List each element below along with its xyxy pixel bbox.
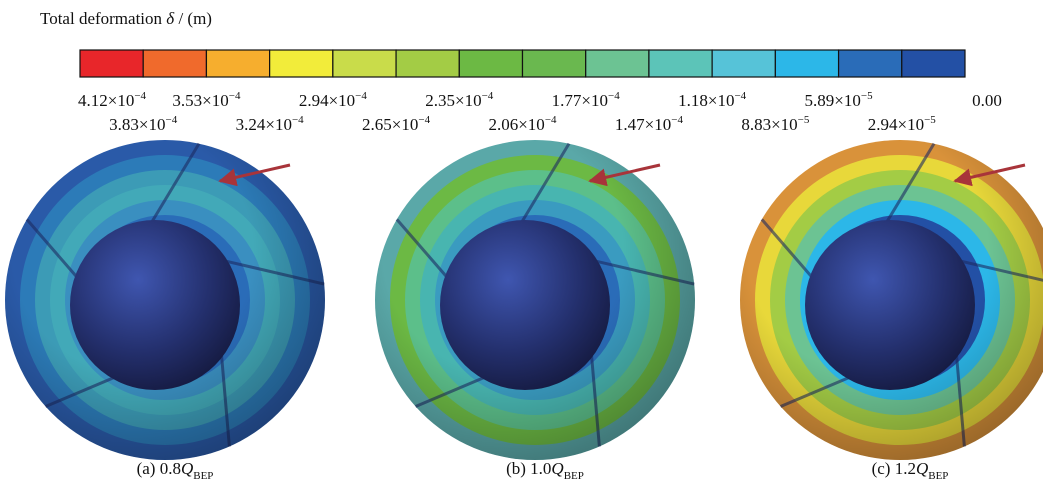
color-swatch [649, 50, 712, 77]
color-swatch [523, 50, 586, 77]
panel-caption: (b) 1.0QBEP [506, 459, 584, 482]
legend-label: 3.24×10−4 [236, 114, 305, 134]
legend-label: 4.12×10−4 [78, 90, 147, 110]
legend-label: 0.00 [972, 91, 1002, 110]
legend-label: 3.83×10−4 [109, 114, 178, 134]
legend-label: 2.94×10−5 [868, 114, 937, 134]
panels: (a) 0.8QBEP (b) 1.0QBEP (c) 1.2QBEP [5, 140, 1043, 482]
legend-label: 2.35×10−4 [425, 90, 494, 110]
legend-title: Total deformation δ / (m) [40, 9, 212, 28]
color-swatch [775, 50, 838, 77]
color-swatch [270, 50, 333, 77]
panel-caption: (a) 0.8QBEP [137, 459, 214, 482]
colorbar: 4.12×10−4 3.83×10−4 3.53×10−4 3.24×10−4 2.94… [78, 50, 1002, 134]
legend-label: 3.53×10−4 [172, 90, 241, 110]
hub [805, 220, 975, 390]
hub [440, 220, 610, 390]
color-swatch [459, 50, 522, 77]
color-swatch [206, 50, 269, 77]
color-swatch [396, 50, 459, 77]
legend-label: 5.89×10−5 [805, 90, 874, 110]
color-swatch [333, 50, 396, 77]
hub [70, 220, 240, 390]
legend-label: 8.83×10−5 [741, 114, 810, 134]
legend-label: 2.06×10−4 [488, 114, 557, 134]
color-swatch [586, 50, 649, 77]
color-swatch [839, 50, 902, 77]
legend-label: 2.94×10−4 [299, 90, 368, 110]
panel-caption: (c) 1.2QBEP [872, 459, 949, 482]
color-swatch [902, 50, 965, 77]
color-swatch [712, 50, 775, 77]
figure: Total deformation δ / (m) 4.12×10−4 3.83×… [0, 0, 1043, 486]
legend-label: 2.65×10−4 [362, 114, 431, 134]
legend-label: 1.47×10−4 [615, 114, 684, 134]
legend-label: 1.77×10−4 [552, 90, 621, 110]
color-swatch [143, 50, 206, 77]
color-swatch [80, 50, 143, 77]
legend-label: 1.18×10−4 [678, 90, 747, 110]
